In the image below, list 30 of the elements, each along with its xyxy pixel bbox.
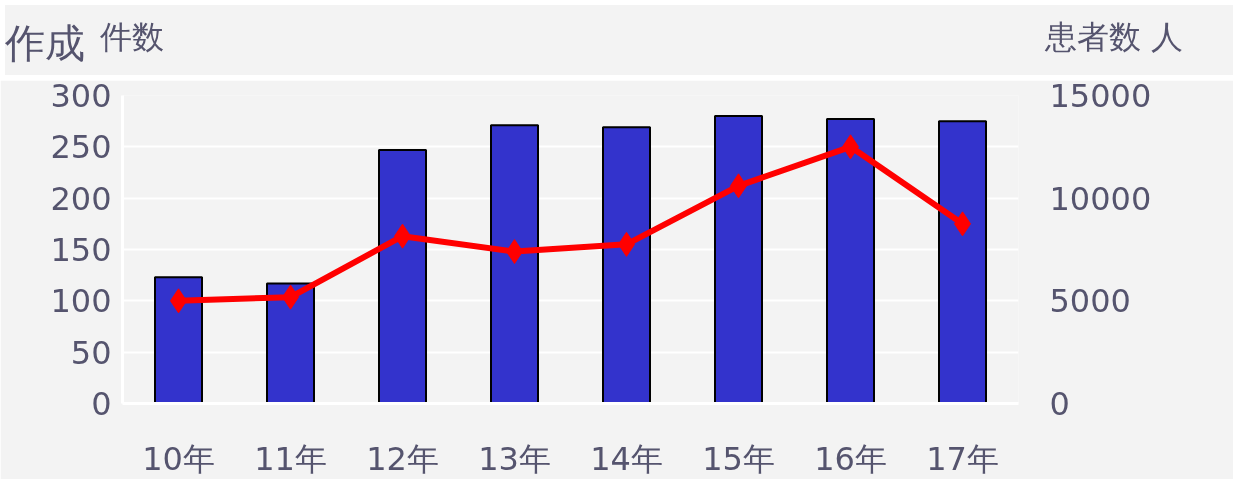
y2-tick-label: 10000 <box>1049 179 1152 218</box>
y2-axis-title: 患者数 人 <box>1045 17 1184 58</box>
y-tick-label: 200 <box>50 179 112 218</box>
x-tick-label: 13年 <box>478 439 551 478</box>
y-tick-label: 300 <box>50 77 112 115</box>
y2-tick-label: 0 <box>1049 385 1070 423</box>
y-tick-label: 50 <box>70 333 112 372</box>
bar <box>265 282 316 404</box>
y-tick-label: 100 <box>50 282 112 321</box>
x-tick-label: 15年 <box>702 439 775 478</box>
y-axis-title: 件数 <box>100 17 164 58</box>
x-tick-label: 14年 <box>590 439 663 478</box>
y-tick-label: 250 <box>50 128 112 167</box>
y-tick-label: 150 <box>50 231 112 269</box>
x-tick-label: 12年 <box>366 439 439 478</box>
x-tick-label: 17年 <box>926 439 999 478</box>
bar <box>601 126 652 404</box>
bar <box>937 120 988 404</box>
bar <box>153 276 204 404</box>
bar <box>713 115 764 404</box>
y-tick-label: 0 <box>91 385 112 423</box>
y2-tick-label: 5000 <box>1049 282 1131 321</box>
x-tick-label: 11年 <box>254 439 327 478</box>
chart-title: 作成 <box>5 19 85 68</box>
y2-tick-label: 15000 <box>1049 77 1152 115</box>
bar <box>825 118 876 404</box>
x-tick-label: 16年 <box>814 439 887 478</box>
bar <box>489 124 540 404</box>
bar <box>377 148 428 404</box>
x-tick-label: 10年 <box>142 439 215 478</box>
